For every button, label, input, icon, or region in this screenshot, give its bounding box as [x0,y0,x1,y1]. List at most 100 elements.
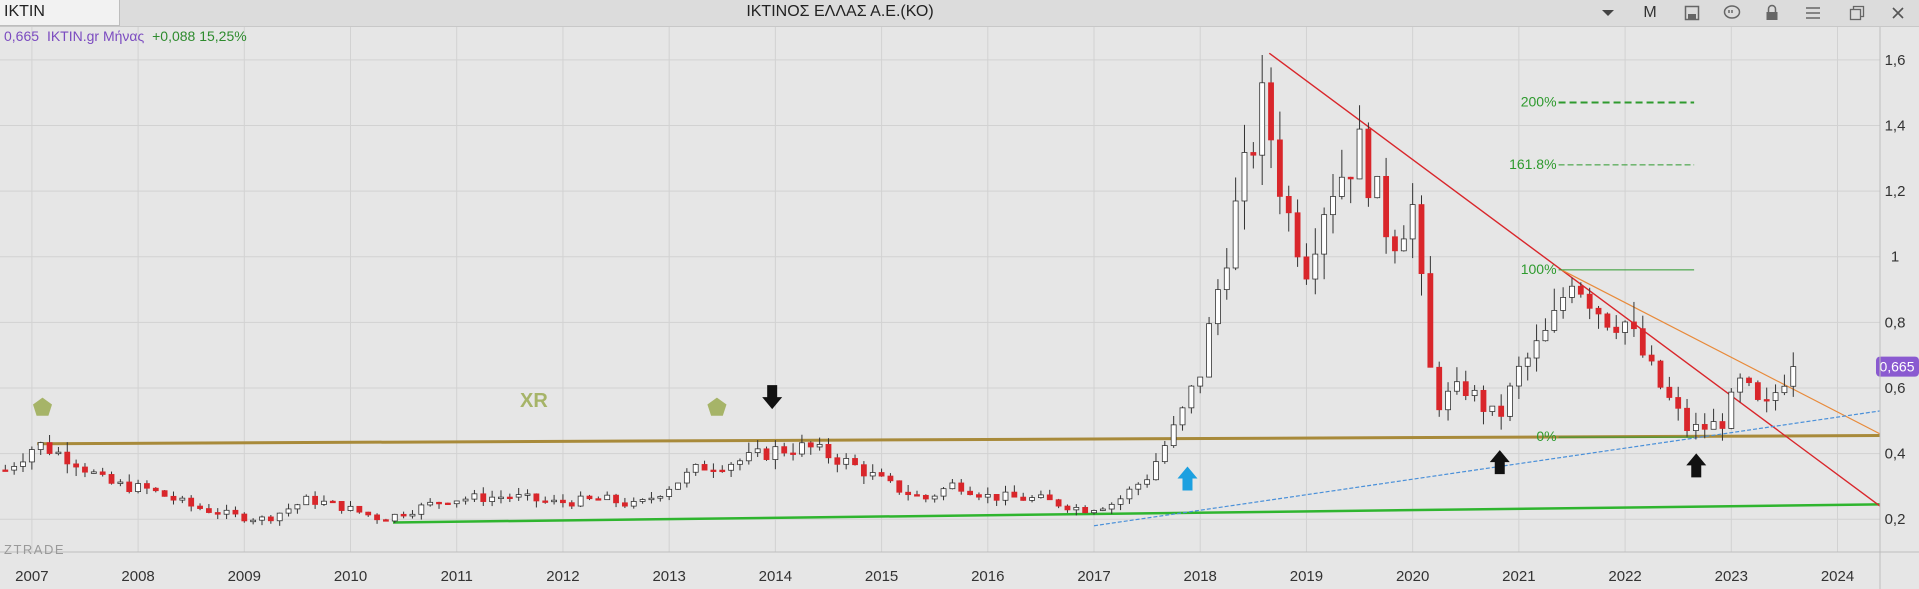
blue-up-arrow [1177,466,1198,491]
candle [834,457,841,465]
y-tick-label: 0,4 [1885,446,1906,463]
candle [453,500,460,505]
candle [772,446,779,460]
candle [170,495,177,501]
candle [1312,253,1319,280]
candle [1666,386,1673,398]
candle [852,458,858,466]
restore-window-icon[interactable] [1837,0,1877,26]
y-tick-label: 1,4 [1885,117,1906,134]
candle [1604,313,1611,328]
candle [223,509,230,515]
candle [1099,508,1106,511]
candle [444,502,451,505]
x-tick-label: 2011 [441,568,473,585]
candle [1126,488,1133,500]
candle [1648,354,1655,362]
candle [205,508,212,513]
quote-change: +0,088 15,25% [152,28,247,44]
candle [1268,82,1274,141]
candle [436,501,442,505]
candle [1188,385,1195,409]
candle [20,461,26,467]
x-tick-label: 2019 [1290,568,1323,585]
x-tick-label: 2017 [1077,568,1110,585]
candle [1038,494,1044,499]
candle [418,504,425,515]
candle [931,495,938,500]
candle [1622,321,1628,333]
candle [232,509,239,515]
candle [338,501,345,511]
candle [1533,340,1540,359]
candle [329,500,336,504]
candle [108,474,115,484]
candle [621,502,628,507]
x-tick-label: 2018 [1184,568,1217,585]
x-tick-label: 2023 [1715,568,1748,585]
candle [1215,289,1221,325]
candle [940,488,947,497]
menu-icon[interactable] [1793,0,1833,26]
candle [1560,297,1567,311]
candle [710,469,717,472]
candle [1613,326,1620,333]
candle [480,493,487,502]
candle [719,469,726,473]
candlesticks [2,55,1797,526]
last-price-badge [1876,356,1919,377]
candle [312,495,319,505]
candle [1418,204,1425,274]
candle [1675,397,1682,409]
candle [1170,424,1177,447]
candle [737,460,743,465]
y-tick-label: 0,2 [1885,511,1906,528]
fib-label: 200% [1521,93,1557,109]
candle [1515,365,1522,387]
comment-icon[interactable] [1712,0,1752,26]
candle [1781,385,1788,394]
candle [37,442,44,450]
orange-trend-line [1561,269,1881,435]
candle [860,464,867,477]
price-chart[interactable]: 200% 161.8% 100% 0% 0,665 0,2 0,4 0,6 0,8 1 1,2 1… [0,27,1919,589]
candle [790,452,796,455]
candle [1259,82,1266,156]
candle [1338,176,1345,197]
chevron-down-icon[interactable] [1588,0,1628,26]
candle [799,442,805,455]
candle [294,504,301,510]
candle [1392,236,1398,252]
candle [1064,505,1071,511]
grid [0,27,1880,552]
candle [595,498,602,501]
candle [28,449,35,463]
candle [1002,491,1009,501]
period-button[interactable]: M [1643,4,1657,21]
x-tick-label: 2007 [15,568,48,585]
candle [728,463,735,471]
candle [321,500,327,505]
candle [188,497,195,507]
candle [1153,461,1159,481]
candle [560,499,566,504]
candle [374,514,380,521]
candle [197,505,203,509]
candle [11,466,18,471]
black-down-arrow [762,385,783,410]
symbol-input[interactable]: IKTIN [0,0,120,26]
candle [303,495,310,506]
candle [126,481,133,493]
candle [64,451,71,465]
candle [745,452,752,462]
candle [1294,212,1301,258]
lock-icon[interactable] [1752,0,1792,26]
candle [1400,238,1407,252]
candle [666,488,673,497]
candle [1462,381,1469,397]
candle [347,505,354,511]
candle [1135,483,1142,490]
candle [46,442,53,454]
close-icon[interactable] [1878,0,1918,26]
save-icon[interactable] [1672,0,1712,26]
